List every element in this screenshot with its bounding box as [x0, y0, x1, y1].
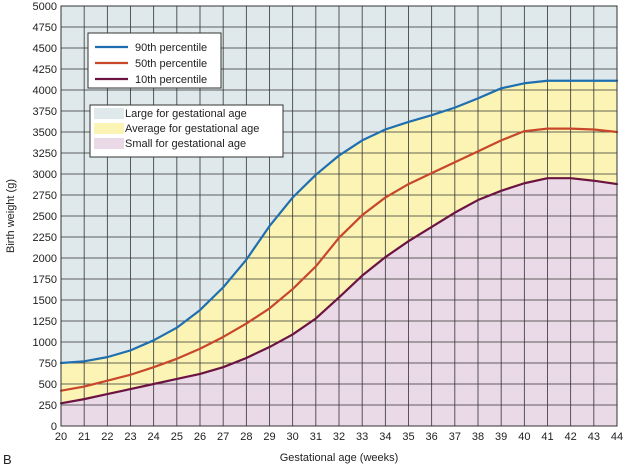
y-tick-label: 3750: [33, 106, 57, 118]
y-tick-label: 0: [51, 421, 57, 433]
y-tick-label: 4000: [33, 85, 57, 97]
legend-region-label: Average for gestational age: [125, 123, 259, 135]
y-tick-label: 3250: [33, 148, 57, 160]
series-line-90th: [59, 79, 619, 365]
y-tick-label: 2750: [33, 190, 57, 202]
x-tick-label: 43: [588, 431, 600, 443]
x-tick-label: 42: [565, 431, 577, 443]
x-tick-label: 35: [402, 431, 414, 443]
series-line-50th: [59, 127, 619, 392]
legend-regions: Large for gestational age Average for ges…: [89, 104, 284, 158]
legend-region-swatch: [94, 108, 124, 119]
x-tick-label: 26: [194, 431, 206, 443]
x-tick-label: 22: [101, 431, 113, 443]
panel-label: B: [3, 452, 12, 467]
legend-line-label: 10th percentile: [135, 74, 207, 86]
x-tick-label: 37: [449, 431, 461, 443]
x-tick-label: 31: [310, 431, 322, 443]
y-tick-label: 4500: [33, 43, 57, 55]
legend-line-label: 50th percentile: [135, 58, 207, 70]
y-tick-label: 1250: [33, 316, 57, 328]
y-tick-label: 2000: [33, 253, 57, 265]
y-tick-label: 5000: [33, 1, 57, 13]
x-tick-labels: 20 21 22 23 24 25 26 27 28 29 30 31 32 33 34 35 36 37 38 39…: [55, 431, 623, 443]
legend-lines: 90th percentile 50th percentile 10th perce…: [87, 32, 222, 89]
y-tick-label: 2500: [33, 211, 57, 223]
x-axis-title: Gestational age (weeks): [280, 452, 399, 464]
x-tick-label: 30: [287, 431, 299, 443]
x-tick-label: 39: [495, 431, 507, 443]
x-tick-label: 40: [518, 431, 530, 443]
y-tick-label: 3500: [33, 127, 57, 139]
x-tick-label: 28: [240, 431, 252, 443]
y-tick-labels: 0 250 500 750 1000 1250 1500 1750 2000 2250 2500 27…: [33, 1, 57, 433]
legend-line-label: 90th percentile: [135, 42, 207, 54]
y-tick-label: 4750: [33, 22, 57, 34]
x-tick-label: 29: [263, 431, 275, 443]
y-tick-label: 1000: [33, 337, 57, 349]
y-tick-label: 3000: [33, 169, 57, 181]
legend-region-label: Large for gestational age: [125, 108, 247, 120]
x-tick-label: 41: [541, 431, 553, 443]
y-tick-label: 500: [39, 379, 57, 391]
x-tick-label: 27: [217, 431, 229, 443]
y-tick-label: 250: [39, 400, 57, 412]
x-tick-label: 34: [379, 431, 391, 443]
legend-region-swatch: [94, 138, 124, 149]
x-tick-label: 25: [171, 431, 183, 443]
x-tick-label: 21: [78, 431, 90, 443]
series-layer: [59, 79, 619, 405]
series-line-10th: [59, 177, 619, 405]
x-tick-label: 32: [333, 431, 345, 443]
y-tick-label: 1500: [33, 295, 57, 307]
x-tick-label: 38: [472, 431, 484, 443]
x-tick-label: 33: [356, 431, 368, 443]
y-tick-label: 4250: [33, 64, 57, 76]
x-tick-label: 23: [124, 431, 136, 443]
y-tick-label: 2250: [33, 232, 57, 244]
legend-region-label: Small for gestational age: [125, 138, 246, 150]
y-axis-title: Birth weight (g): [5, 179, 17, 253]
legend-region-swatch: [94, 123, 124, 134]
x-tick-label: 20: [55, 431, 67, 443]
x-tick-label: 24: [148, 431, 160, 443]
y-tick-label: 1750: [33, 274, 57, 286]
plot-border: [60, 5, 618, 427]
y-tick-label: 750: [39, 358, 57, 370]
x-tick-label: 36: [426, 431, 438, 443]
x-tick-label: 44: [611, 431, 623, 443]
